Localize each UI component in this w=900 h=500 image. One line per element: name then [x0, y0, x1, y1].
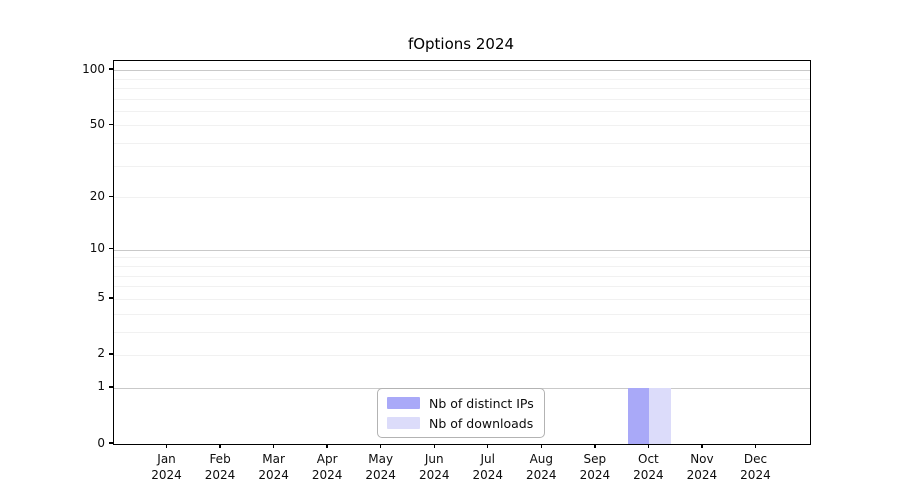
minor-gridline — [114, 98, 810, 100]
minor-gridline — [114, 286, 810, 288]
minor-gridline — [114, 298, 810, 300]
x-tick-mark — [701, 444, 703, 449]
x-tick-label: Apr 2024 — [311, 452, 343, 482]
y-tick-label: 50 — [89, 116, 105, 131]
x-tick-label: May 2024 — [365, 452, 396, 482]
y-tick-mark — [109, 297, 113, 299]
minor-gridline — [114, 165, 810, 167]
minor-gridline — [114, 257, 810, 259]
minor-gridline — [114, 143, 810, 145]
x-tick-mark — [165, 444, 168, 449]
y-tick-mark — [109, 442, 113, 444]
y-tick-mark — [109, 68, 113, 70]
x-tick-mark — [272, 444, 275, 449]
legend: Nb of distinct IPs Nb of downloads — [377, 388, 545, 438]
x-tick-mark — [754, 444, 757, 449]
x-tick-label: Jul 2024 — [472, 452, 504, 482]
y-tick-mark — [109, 248, 113, 250]
y-tick-mark — [109, 386, 113, 388]
major-gridline — [114, 249, 810, 251]
legend-swatch-distinct-ips — [387, 397, 420, 409]
x-tick-label: Sep 2024 — [579, 452, 611, 482]
x-tick-label: Oct 2024 — [633, 452, 664, 482]
major-gridline — [114, 70, 810, 72]
x-tick-mark — [219, 444, 221, 449]
x-tick-label: Dec 2024 — [740, 452, 771, 482]
plot-area — [113, 60, 811, 445]
minor-gridline — [114, 110, 810, 112]
x-tick-mark — [487, 444, 489, 449]
x-tick-mark — [594, 444, 596, 449]
x-tick-mark — [433, 444, 435, 449]
minor-gridline — [114, 87, 810, 89]
legend-label-downloads: Nb of downloads — [429, 415, 534, 431]
x-tick-mark — [540, 444, 542, 449]
y-tick-label: 100 — [82, 61, 105, 76]
x-tick-mark — [647, 444, 650, 449]
minor-gridline — [114, 275, 810, 277]
x-tick-label: Nov 2024 — [686, 452, 718, 482]
minor-gridline — [114, 354, 810, 356]
minor-gridline — [114, 265, 810, 267]
bar-distinct-ips — [627, 387, 650, 444]
legend-item-distinct-ips: Nb of distinct IPs — [387, 395, 534, 411]
minor-gridline — [114, 331, 810, 333]
y-tick-mark — [109, 353, 113, 355]
x-tick-mark — [379, 444, 382, 449]
legend-label-distinct-ips: Nb of distinct IPs — [429, 395, 534, 411]
x-tick-label: Jan 2024 — [151, 452, 182, 482]
x-tick-label: Jun 2024 — [418, 452, 450, 482]
bar-downloads — [649, 387, 671, 444]
y-tick-mark — [109, 123, 113, 126]
y-tick-label: 1 — [97, 379, 105, 394]
y-tick-label: 20 — [89, 188, 105, 203]
legend-swatch-downloads — [387, 417, 420, 429]
x-tick-label: Aug 2024 — [526, 452, 557, 482]
minor-gridline — [114, 78, 810, 80]
y-tick-label: 0 — [97, 435, 105, 450]
minor-gridline — [114, 313, 810, 315]
chart-title: fOptions 2024 — [407, 35, 515, 53]
y-tick-label: 10 — [89, 241, 105, 256]
y-tick-label: 2 — [97, 346, 105, 361]
minor-gridline — [114, 125, 810, 127]
x-tick-mark — [326, 444, 328, 449]
x-tick-label: Feb 2024 — [204, 452, 236, 482]
minor-gridline — [114, 197, 810, 199]
y-tick-mark — [109, 195, 113, 198]
x-tick-label: Mar 2024 — [258, 452, 289, 482]
y-tick-label: 5 — [97, 290, 105, 305]
legend-item-downloads: Nb of downloads — [387, 415, 534, 431]
